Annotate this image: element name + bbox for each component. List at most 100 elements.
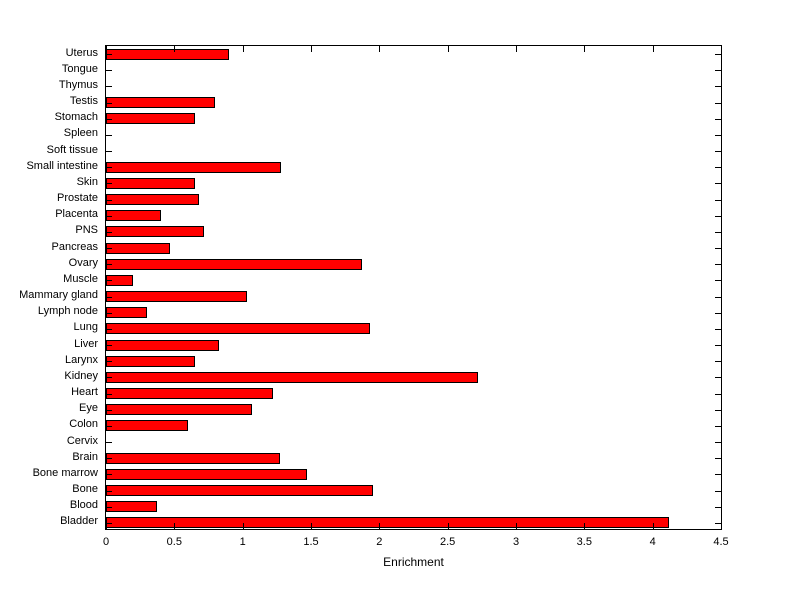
bar-bone-marrow: [106, 468, 307, 480]
bar-bone: [106, 485, 373, 497]
y-tick-left: [106, 377, 112, 379]
y-tick-right: [715, 118, 721, 120]
bar-pns: [106, 226, 205, 238]
y-tick-right: [715, 442, 721, 444]
y-tick-left: [106, 280, 112, 282]
y-tick-left: [106, 474, 112, 476]
x-tick-bottom: [584, 523, 586, 529]
bar-skin: [106, 177, 195, 189]
y-tick-left: [106, 231, 112, 233]
y-tick-right: [715, 490, 721, 492]
bar-ovary: [106, 258, 362, 270]
x-tick-top: [379, 46, 381, 52]
y-tick-left: [106, 199, 112, 201]
x-tick-top: [447, 46, 449, 52]
bar-liver: [106, 339, 220, 351]
x-tick-top: [106, 46, 107, 52]
y-tick-label-eye: Eye: [79, 402, 98, 415]
y-tick-left: [106, 215, 112, 217]
y-tick-right: [715, 248, 721, 250]
x-tick-top: [516, 46, 517, 52]
bar-larynx: [106, 355, 195, 367]
bar-uterus: [106, 48, 229, 60]
x-tick-top: [652, 46, 654, 52]
y-tick-label-colon: Colon: [69, 418, 98, 431]
bar-eye: [106, 404, 253, 416]
bar-pancreas: [106, 242, 171, 254]
y-tick-label-lung: Lung: [73, 321, 98, 334]
x-tick-label-3-5: 3.5: [576, 536, 592, 548]
x-tick-bottom: [311, 523, 312, 529]
y-tick-label-thymus: Thymus: [58, 78, 98, 91]
y-tick-right: [715, 134, 721, 136]
x-tick-bottom: [447, 523, 449, 529]
y-tick-label-pancreas: Pancreas: [51, 240, 98, 253]
y-tick-left: [106, 425, 112, 427]
y-tick-right: [715, 183, 721, 185]
x-tick-label-4-5: 4.5: [713, 536, 729, 548]
y-tick-left: [106, 54, 112, 56]
y-tick-label-skin: Skin: [76, 175, 98, 188]
y-tick-label-prostate: Prostate: [57, 192, 98, 205]
y-tick-right: [715, 377, 721, 379]
y-tick-left: [106, 393, 112, 395]
plot-area: [105, 45, 722, 530]
x-tick-label-0: 0: [102, 536, 110, 548]
y-tick-left: [106, 442, 112, 444]
x-tick-bottom: [652, 523, 654, 529]
x-tick-bottom: [174, 523, 176, 529]
y-tick-left: [106, 458, 112, 460]
x-tick-top: [721, 46, 722, 52]
y-tick-label-soft-tissue: Soft tissue: [46, 143, 98, 156]
x-tick-label-1: 1: [239, 536, 246, 548]
x-tick-label-2: 2: [376, 536, 383, 548]
y-tick-label-ovary: Ovary: [68, 256, 98, 269]
y-tick-left: [106, 522, 112, 524]
y-tick-label-uterus: Uterus: [65, 46, 98, 59]
x-tick-top: [174, 46, 176, 52]
y-tick-label-mammary-gland: Mammary gland: [19, 289, 98, 302]
bar-colon: [106, 420, 188, 432]
y-tick-label-bone-marrow: Bone marrow: [32, 466, 98, 479]
bar-placenta: [106, 210, 161, 222]
x-tick-label-4: 4: [649, 536, 656, 548]
bar-prostate: [106, 194, 199, 206]
y-tick-left: [106, 183, 112, 185]
y-tick-left: [106, 345, 112, 347]
y-tick-label-pns: PNS: [75, 224, 98, 237]
y-tick-right: [715, 312, 721, 314]
y-tick-right: [715, 86, 721, 88]
y-tick-right: [715, 199, 721, 201]
y-tick-left: [106, 490, 112, 492]
y-tick-right: [715, 102, 721, 104]
y-tick-right: [715, 474, 721, 476]
y-tick-left: [106, 118, 112, 120]
y-tick-left: [106, 151, 112, 153]
y-tick-right: [715, 296, 721, 298]
y-tick-right: [715, 345, 721, 347]
y-tick-label-larynx: Larynx: [64, 353, 98, 366]
bar-brain: [106, 452, 280, 464]
y-tick-left: [106, 328, 112, 330]
y-tick-label-bone: Bone: [72, 483, 98, 496]
y-tick-label-muscle: Muscle: [63, 272, 98, 285]
bar-mammary-gland: [106, 291, 247, 303]
bar-stomach: [106, 113, 195, 125]
y-tick-label-small-intestine: Small intestine: [26, 159, 98, 172]
y-tick-label-tongue: Tongue: [61, 62, 98, 75]
y-tick-right: [715, 393, 721, 395]
x-tick-top: [584, 46, 586, 52]
x-tick-bottom: [379, 523, 381, 529]
y-tick-label-testis: Testis: [69, 95, 98, 108]
y-tick-right: [715, 409, 721, 411]
x-tick-bottom: [242, 523, 244, 529]
y-tick-left: [106, 409, 112, 411]
y-tick-label-brain: Brain: [72, 450, 98, 463]
y-tick-label-bladder: Bladder: [60, 515, 98, 528]
bar-kidney: [106, 371, 478, 383]
y-tick-left: [106, 248, 112, 250]
y-tick-right: [715, 458, 721, 460]
y-tick-left: [106, 296, 112, 298]
bar-small-intestine: [106, 161, 281, 173]
y-tick-left: [106, 86, 112, 88]
